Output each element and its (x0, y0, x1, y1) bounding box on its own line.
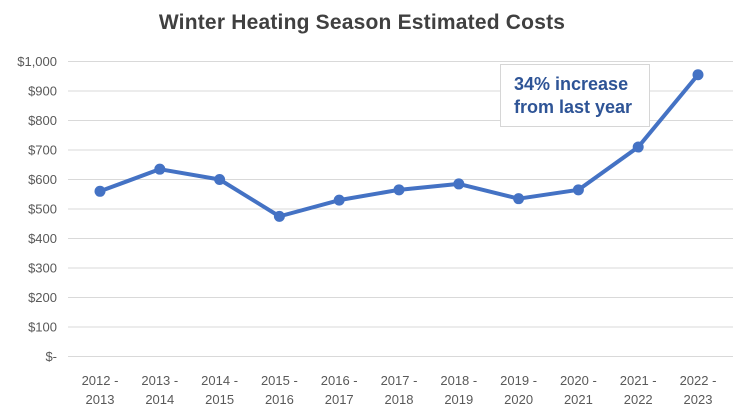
y-axis-tick-label: $700 (28, 143, 57, 158)
x-axis-tick-label: 2020 -2021 (560, 373, 597, 407)
x-axis-tick-label: 2017 -2018 (381, 373, 418, 407)
data-point (572, 184, 584, 196)
y-axis-tick-label: $500 (28, 202, 57, 217)
annotation-line-2: from last year (514, 97, 633, 117)
data-point (632, 141, 644, 153)
data-point (692, 69, 704, 81)
x-axis-tick-label: 2018 -2019 (440, 373, 477, 407)
x-axis-tick-label: 2012 -2013 (82, 373, 119, 407)
y-axis-tick-label: $200 (28, 290, 57, 305)
y-axis-tick-label: $300 (28, 261, 57, 276)
data-point (333, 194, 345, 206)
x-axis-tick-label: 2019 -2020 (500, 373, 537, 407)
data-point (94, 185, 106, 197)
x-axis-tick-label: 2016 -2017 (321, 373, 358, 407)
y-axis-tick-label: $- (45, 349, 57, 364)
y-axis-tick-label: $400 (28, 231, 57, 246)
y-axis-tick-label: $1,000 (17, 54, 57, 69)
y-axis-tick-label: $800 (28, 113, 57, 128)
x-axis-tick-label: 2013 -2014 (141, 373, 178, 407)
annotation-callout: 34% increase from last year (500, 64, 650, 127)
x-axis-tick-label: 2021 -2022 (620, 373, 657, 407)
data-point (453, 178, 465, 190)
data-point (273, 210, 285, 222)
y-axis-tick-label: $100 (28, 320, 57, 335)
data-point (154, 163, 166, 175)
data-point (393, 184, 405, 196)
x-axis-tick-label: 2015 -2016 (261, 373, 298, 407)
data-point (214, 174, 226, 185)
y-axis-tick-label: $600 (28, 172, 57, 187)
annotation-line-1: 34% increase (514, 74, 629, 94)
y-axis-tick-label: $900 (28, 84, 57, 99)
chart-title: Winter Heating Season Estimated Costs (158, 11, 566, 34)
x-axis-tick-label: 2014 -2015 (201, 373, 238, 407)
data-point (513, 193, 525, 205)
x-axis-tick-label: 2022 -2023 (680, 373, 717, 407)
